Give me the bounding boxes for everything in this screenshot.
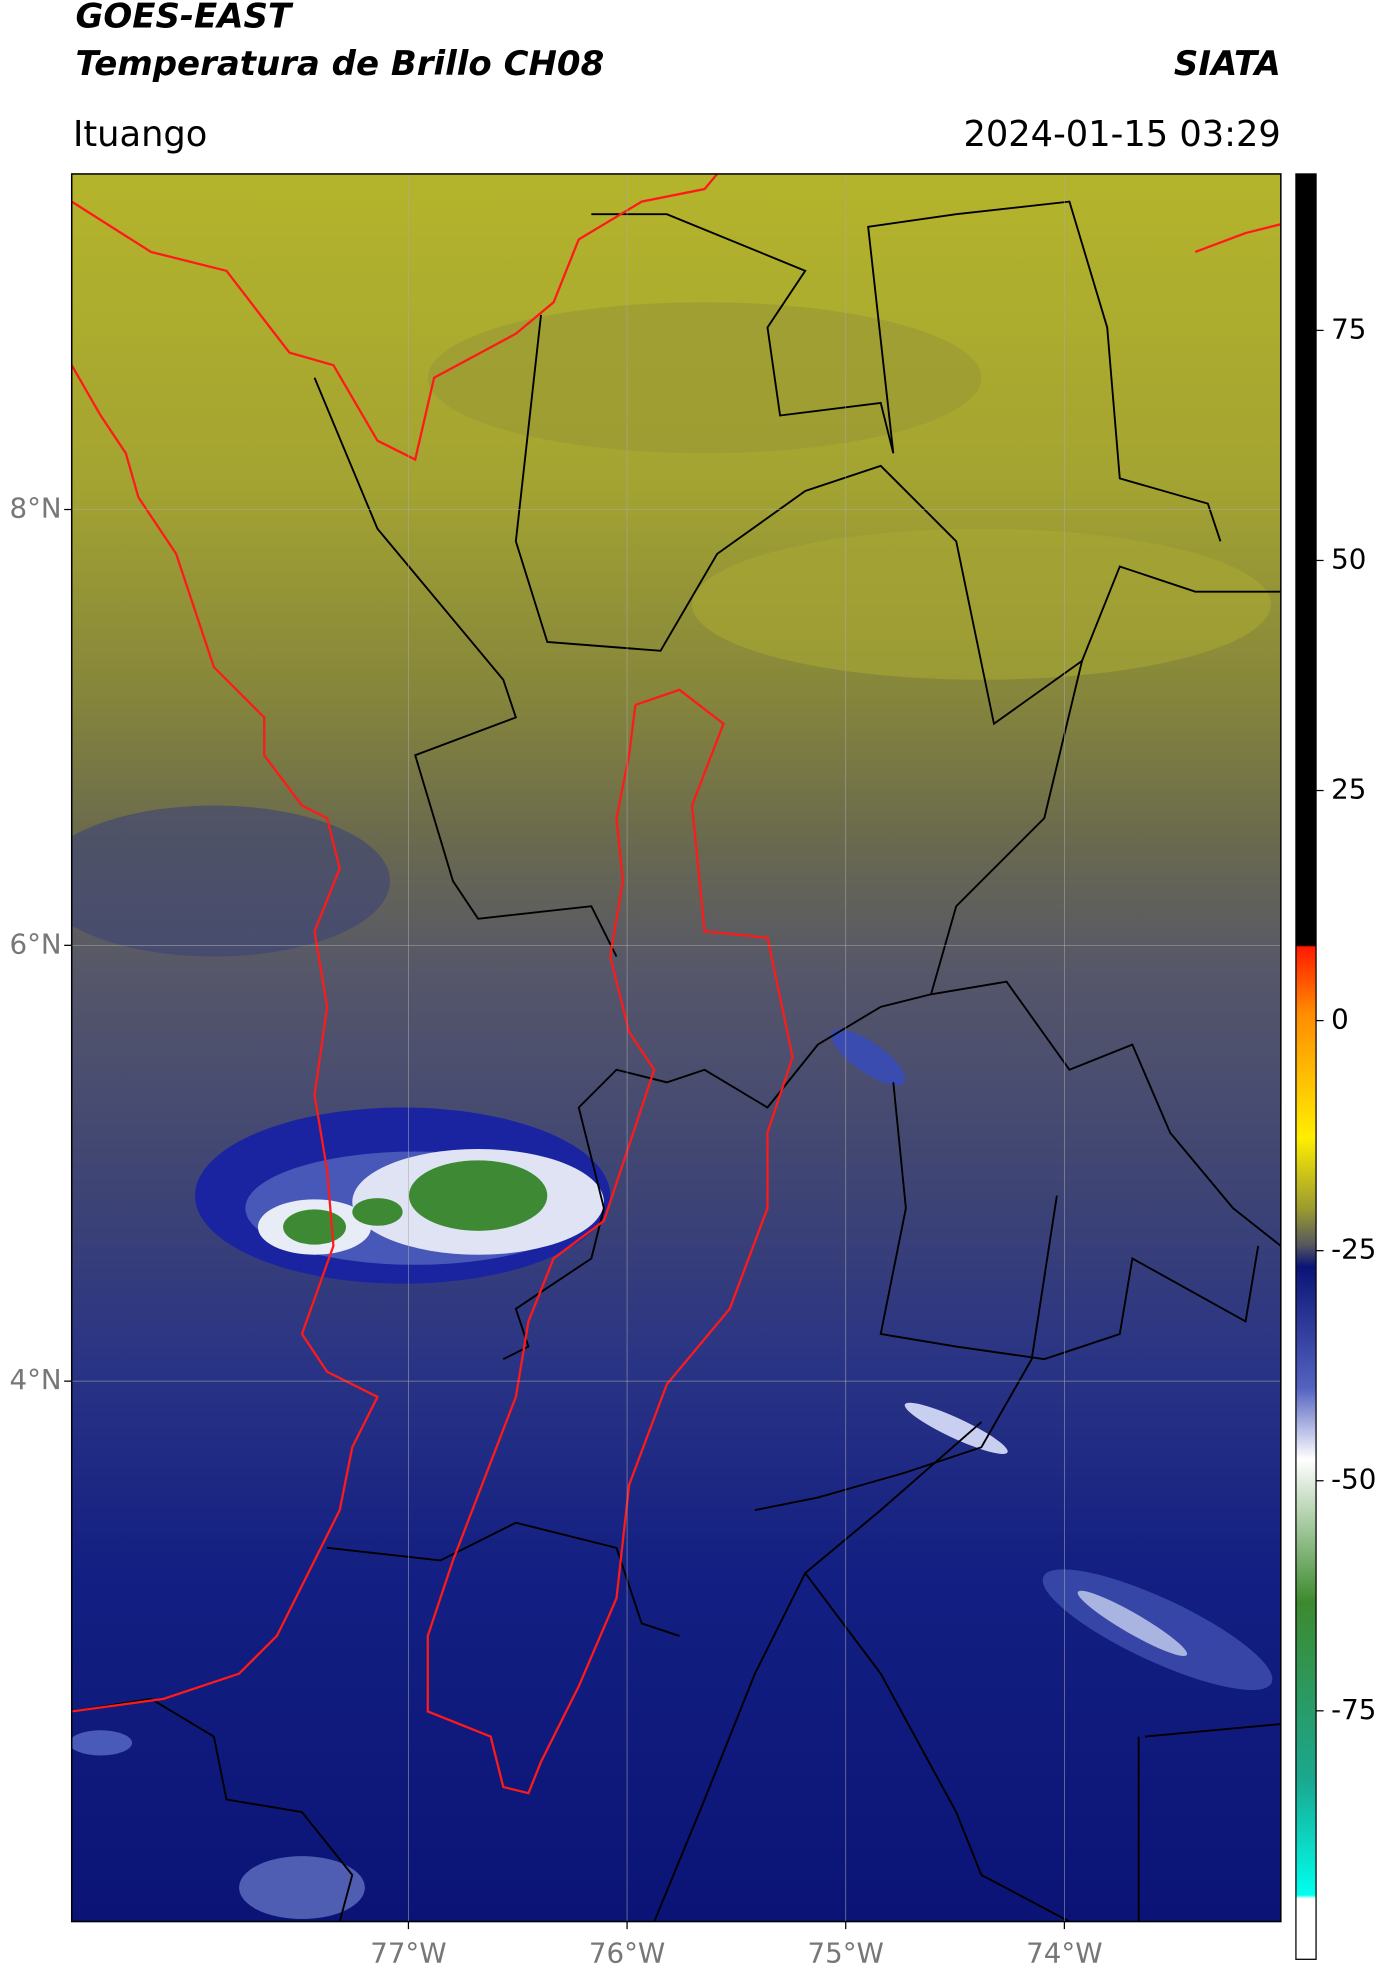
map-frame bbox=[70, 173, 1282, 1923]
datetime: 2024-01-15 03:29 bbox=[963, 114, 1280, 155]
map-image bbox=[71, 173, 1281, 1922]
colorbar-tick-label: 75 bbox=[1331, 312, 1366, 345]
y-tick-label: 6°N bbox=[9, 927, 61, 960]
y-tick-label: 8°N bbox=[9, 492, 61, 525]
x-tick-label: 77°W bbox=[370, 1936, 446, 1969]
title: GOES-EAST bbox=[75, 0, 293, 36]
colorbar-tick-label: 25 bbox=[1331, 773, 1366, 806]
colorbar-tick-label: -50 bbox=[1331, 1463, 1376, 1496]
subtitle: Temperatura de Brillo CH08 bbox=[75, 44, 604, 84]
colorbar-tick-label: -25 bbox=[1331, 1233, 1376, 1266]
x-tick-label: 74°W bbox=[1026, 1936, 1102, 1969]
location: Ituango bbox=[73, 114, 207, 155]
colorbar bbox=[1295, 173, 1317, 1960]
colorbar-tick-label: 0 bbox=[1331, 1003, 1349, 1036]
grid bbox=[71, 173, 1281, 1922]
colorbar-tick-label: -75 bbox=[1331, 1693, 1376, 1726]
brand: SIATA bbox=[1174, 44, 1281, 84]
y-tick-label: 4°N bbox=[9, 1363, 61, 1396]
colorbar-tick-label: 50 bbox=[1331, 542, 1366, 575]
x-tick-label: 75°W bbox=[808, 1936, 884, 1969]
x-tick-label: 76°W bbox=[589, 1936, 665, 1969]
